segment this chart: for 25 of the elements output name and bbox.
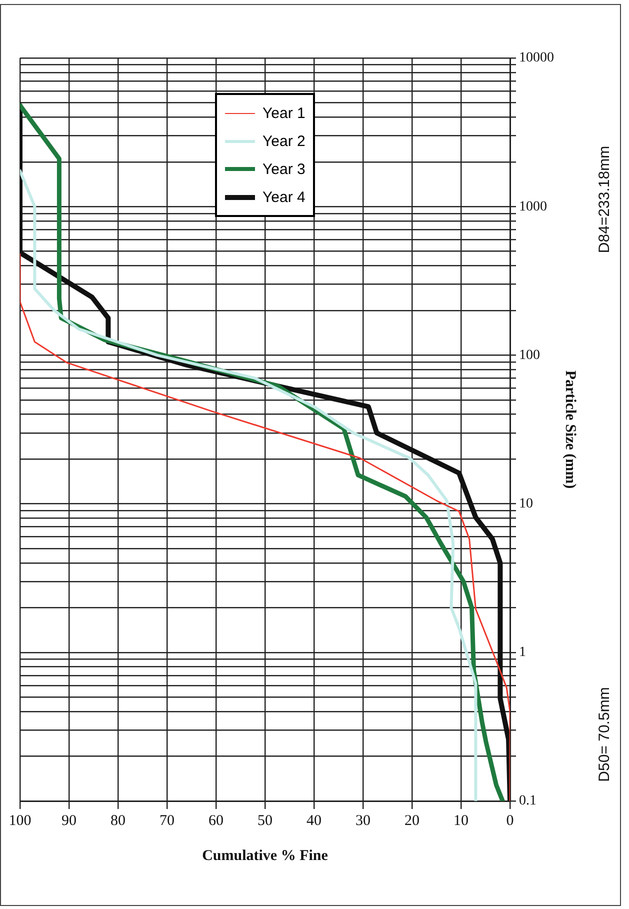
x-axis-title: Cumulative % Fine (202, 848, 328, 864)
x-tick-label: 20 (404, 812, 420, 829)
y-tick-label: 10000 (519, 50, 554, 66)
legend-label: Year 1 (262, 104, 306, 122)
y-tick-label: 1 (519, 645, 526, 660)
x-tick-label: 40 (306, 812, 322, 829)
x-tick-label: 30 (356, 812, 370, 829)
y-tick-label: 0.1 (519, 794, 536, 809)
y-tick-label: 10 (519, 496, 533, 512)
legend-label: Year 2 (262, 132, 306, 150)
text: D50= 70.5mm (595, 686, 612, 782)
y-axis-title: Particle Size (mm) (562, 370, 578, 489)
x-tick-label: 80 (110, 812, 126, 829)
x-tick-label: 60 (208, 812, 224, 829)
x-tick-label: 70 (160, 812, 174, 829)
x-tick-label: 90 (62, 812, 76, 829)
y-tick-label: 100 (519, 348, 540, 363)
x-tick-label: 100 (8, 812, 32, 829)
legend-label: Year 4 (262, 188, 306, 206)
y-tick-label: 1000 (519, 199, 547, 214)
x-tick-label: 50 (258, 812, 272, 829)
x-tick-label: 0 (506, 812, 514, 829)
legend-label: Year 3 (262, 160, 306, 178)
text: D84=233.18mm (596, 146, 613, 253)
x-tick-label: 10 (454, 812, 468, 829)
